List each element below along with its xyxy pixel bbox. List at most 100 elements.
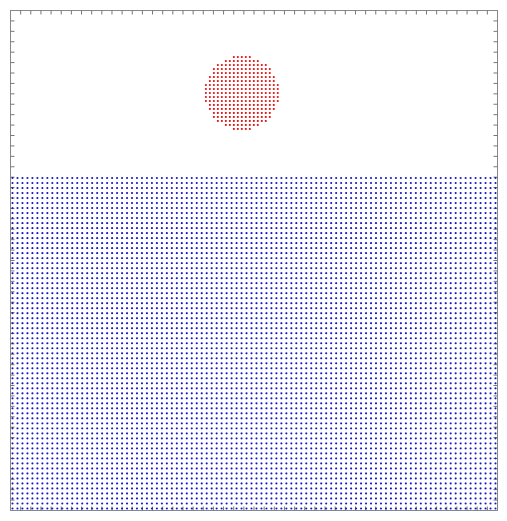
- fluid-particle: [165, 287, 168, 290]
- fluid-particle: [240, 382, 243, 385]
- fluid-particle: [379, 382, 383, 385]
- fluid-particle: [51, 382, 54, 385]
- fluid-particle: [26, 322, 29, 325]
- fluid-particle: [290, 417, 293, 420]
- fluid-particle: [270, 272, 273, 275]
- fluid-particle: [190, 402, 193, 405]
- fluid-particle: [374, 302, 378, 305]
- fluid-particle: [364, 352, 368, 355]
- fluid-particle: [230, 252, 233, 255]
- fluid-particle: [464, 387, 467, 390]
- fluid-particle: [205, 212, 208, 215]
- fluid-particle: [300, 277, 303, 280]
- fluid-particle: [320, 227, 323, 230]
- fluid-particle: [135, 292, 139, 295]
- fluid-particle: [305, 217, 308, 220]
- fluid-particle: [16, 312, 19, 315]
- fluid-particle: [150, 322, 153, 325]
- fluid-particle: [135, 367, 139, 370]
- fluid-particle: [424, 272, 427, 275]
- fluid-particle: [135, 317, 139, 320]
- fluid-particle: [116, 176, 119, 180]
- fluid-particle: [91, 176, 94, 180]
- fluid-particle: [399, 332, 402, 335]
- fluid-particle: [429, 337, 432, 340]
- fluid-particle: [135, 347, 139, 350]
- fluid-particle: [150, 332, 153, 335]
- fluid-particle: [325, 191, 328, 195]
- fluid-particle: [439, 397, 442, 400]
- fluid-particle: [280, 362, 283, 365]
- fluid-particle: [310, 237, 313, 240]
- fluid-particle: [240, 302, 243, 305]
- fluid-particle: [459, 407, 462, 410]
- fluid-particle: [121, 287, 124, 290]
- fluid-particle: [160, 397, 163, 400]
- fluid-particle: [56, 417, 59, 420]
- fluid-particle: [215, 347, 218, 350]
- fluid-particle: [125, 247, 129, 250]
- fluid-particle: [220, 207, 223, 210]
- fluid-particle: [106, 372, 109, 375]
- fluid-particle: [484, 237, 487, 240]
- fluid-particle: [404, 212, 407, 215]
- fluid-particle: [374, 262, 378, 265]
- fluid-particle: [111, 307, 114, 310]
- fluid-particle: [474, 181, 477, 185]
- fluid-particle: [459, 252, 462, 255]
- fluid-particle: [116, 392, 119, 395]
- fluid-particle: [260, 392, 263, 395]
- fluid-particle: [474, 222, 477, 225]
- fluid-particle: [489, 407, 492, 410]
- fluid-particle: [469, 201, 472, 205]
- fluid-particle: [280, 387, 283, 390]
- fluid-particle: [270, 242, 273, 245]
- fluid-particle: [409, 191, 412, 195]
- fluid-particle: [145, 191, 148, 195]
- fluid-particle: [285, 297, 288, 300]
- fluid-particle: [155, 337, 158, 340]
- fluid-particle: [424, 191, 427, 195]
- fluid-particle: [81, 181, 84, 185]
- fluid-particle: [320, 222, 323, 225]
- fluid-particle: [46, 392, 49, 395]
- fluid-particle: [494, 322, 497, 325]
- fluid-particle: [185, 367, 188, 370]
- fluid-particle: [140, 262, 144, 265]
- fluid-particle: [230, 367, 233, 370]
- fluid-particle: [454, 307, 457, 310]
- fluid-particle: [185, 302, 188, 305]
- fluid-particle: [355, 191, 358, 195]
- fluid-particle: [150, 237, 153, 240]
- fluid-particle: [175, 262, 178, 265]
- fluid-particle: [360, 322, 363, 325]
- fluid-particle: [41, 317, 44, 320]
- fluid-particle: [290, 287, 293, 290]
- fluid-particle: [16, 247, 19, 250]
- fluid-particle: [484, 412, 487, 415]
- fluid-particle: [250, 407, 253, 410]
- fluid-particle: [424, 181, 427, 185]
- fluid-particle: [51, 217, 54, 220]
- fluid-particle: [121, 397, 124, 400]
- fluid-particle: [205, 317, 208, 320]
- fluid-particle: [464, 402, 467, 405]
- fluid-particle: [125, 257, 129, 260]
- fluid-particle: [335, 317, 338, 320]
- fluid-particle: [265, 312, 268, 315]
- fluid-particle: [484, 327, 487, 330]
- fluid-particle: [369, 186, 373, 190]
- fluid-particle: [434, 337, 437, 340]
- fluid-particle: [61, 227, 64, 230]
- fluid-particle: [255, 357, 258, 360]
- fluid-particle: [414, 327, 417, 330]
- fluid-particle: [345, 222, 348, 225]
- fluid-particle: [140, 362, 144, 365]
- fluid-particle: [111, 317, 114, 320]
- fluid-particle: [379, 412, 383, 415]
- fluid-particle: [230, 322, 233, 325]
- fluid-particle: [414, 262, 417, 265]
- fluid-particle: [424, 407, 427, 410]
- fluid-particle: [245, 342, 248, 345]
- fluid-particle: [484, 242, 487, 245]
